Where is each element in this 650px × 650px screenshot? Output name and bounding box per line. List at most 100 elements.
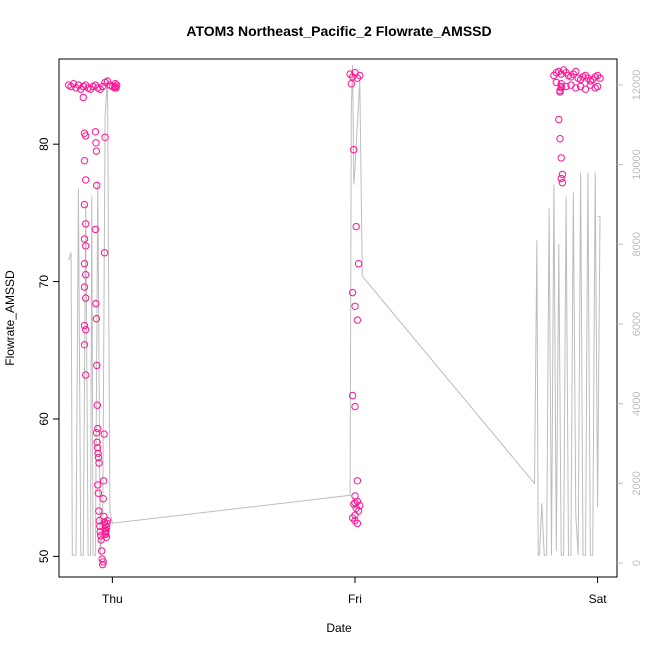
series-point [102, 523, 111, 532]
series-point [94, 481, 102, 489]
series-point [103, 519, 111, 528]
series-point [556, 135, 564, 143]
y-tick-label: 70 [37, 275, 51, 289]
series-point [100, 430, 108, 438]
series-point [557, 70, 565, 78]
series-point [347, 80, 355, 88]
y-axis-right: 0 2000 4000 6000 8000 10000 12000 [617, 70, 643, 566]
series-point [80, 260, 89, 268]
series-point [100, 249, 109, 257]
series-point [92, 147, 101, 155]
series-point [557, 174, 565, 183]
series-point [82, 371, 90, 379]
x-tick-label: Thu [102, 592, 123, 606]
series-point [593, 82, 602, 91]
y2-tick-label: 4000 [631, 391, 643, 415]
series-point [94, 453, 103, 462]
series-point [94, 449, 102, 457]
series-point [91, 225, 100, 234]
series-point [99, 495, 107, 503]
series-point [558, 179, 567, 187]
series-point [80, 283, 89, 291]
series-point [558, 170, 567, 179]
series-point [80, 235, 89, 243]
y-axis-left: 50 60 70 80 [37, 137, 59, 563]
series-point [99, 477, 108, 485]
y2-tick-label: 10000 [631, 149, 643, 180]
series-point [91, 128, 100, 136]
series-point [82, 220, 90, 228]
x-tick-label: Sat [589, 592, 608, 606]
series-point [552, 78, 560, 87]
series-point [556, 88, 564, 96]
y-tick-label: 80 [37, 137, 51, 151]
series-point [99, 82, 107, 91]
series-point [103, 517, 112, 525]
series-point [80, 200, 89, 209]
series-point [93, 401, 102, 409]
series-point [102, 533, 111, 541]
series-point [557, 84, 565, 92]
series-point [351, 402, 359, 411]
series-point [353, 316, 362, 324]
series-point [348, 73, 357, 81]
x-axis: Thu Fri Sat [102, 577, 607, 606]
series-point [111, 82, 119, 91]
series-point [69, 80, 78, 88]
series-point [94, 424, 102, 433]
series-point [74, 81, 83, 89]
series-point [352, 222, 360, 231]
series-point [95, 507, 103, 515]
series-point [92, 429, 101, 437]
series-point [82, 294, 90, 302]
series-point [93, 444, 102, 452]
series-point [93, 438, 101, 446]
y2-tick-label: 2000 [631, 471, 643, 495]
y2-tick-label: 12000 [631, 70, 643, 101]
series-point [572, 67, 580, 76]
y2-tick-label: 0 [631, 560, 643, 566]
series-point [80, 321, 89, 330]
series-line [68, 64, 601, 556]
series-point [98, 547, 106, 555]
series-point [93, 181, 101, 190]
series-point [95, 459, 103, 467]
series-point [92, 139, 100, 147]
series-point [348, 391, 357, 400]
series-point [350, 146, 358, 154]
series-point [351, 302, 359, 310]
series-point [82, 132, 90, 140]
series-point [82, 242, 90, 250]
series-point [101, 133, 109, 142]
series-point [93, 361, 101, 370]
series-point [581, 85, 590, 93]
series-point [353, 477, 362, 485]
y2-tick-label: 8000 [631, 232, 643, 256]
series-point [354, 260, 363, 268]
series-point [555, 115, 563, 124]
series-point [80, 157, 89, 165]
series-point [572, 84, 580, 92]
series-point [82, 326, 90, 334]
series-point [102, 526, 110, 534]
series-point [348, 288, 357, 297]
series-point [101, 529, 110, 537]
series-point [112, 84, 120, 92]
y2-tick-label: 6000 [631, 312, 643, 336]
series-point [92, 315, 101, 323]
series-point [557, 154, 565, 162]
x-tick-label: Fri [348, 592, 362, 606]
series-point [351, 499, 359, 507]
y-tick-label: 50 [37, 549, 51, 563]
series-point [92, 299, 100, 308]
series-point [82, 271, 90, 279]
series-point [353, 519, 362, 528]
series-point [95, 517, 104, 525]
plot-box [58, 58, 618, 578]
series-point [94, 489, 103, 497]
series-point [596, 74, 604, 82]
series-point [354, 507, 363, 515]
series-line-group [68, 64, 601, 556]
series-point [103, 77, 112, 85]
